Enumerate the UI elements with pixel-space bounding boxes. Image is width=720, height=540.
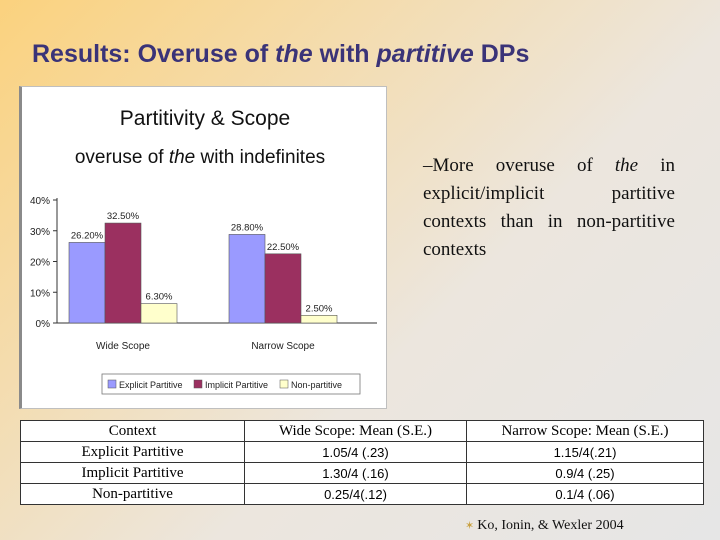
y-tick-label: 40% <box>30 196 50 207</box>
y-tick-label: 20% <box>30 258 50 269</box>
row-context: Explicit Partitive <box>20 441 245 463</box>
table-row: Implicit Partitive 1.30/4 (.16) 0.9/4 (.… <box>20 462 704 484</box>
title-prefix: Results: Overuse of <box>32 40 276 68</box>
title-mid: with <box>312 40 377 68</box>
chart-panel: Partitivity & Scope overuse of the with … <box>19 86 387 409</box>
chart-title-line2-post: with indefinites <box>195 147 325 168</box>
bar-value-label: 26.20% <box>71 230 104 241</box>
row-wide-value: 1.05/4 (.23) <box>244 441 467 463</box>
chart-title-line2-pre: overuse of <box>75 147 169 168</box>
bar-value-label: 2.50% <box>306 303 333 314</box>
legend-label: Non-partitive <box>291 380 342 390</box>
bar-value-label: 32.50% <box>107 211 140 222</box>
bullet-the: the <box>614 155 639 176</box>
bar-value-label: 6.30% <box>146 292 173 303</box>
star-bullet-icon: ✶ <box>465 520 475 532</box>
chart-legend <box>101 373 361 395</box>
chart-title-line2: overuse of the with indefinites <box>75 147 325 168</box>
bar <box>140 303 178 324</box>
table-header-row: Context Wide Scope: Mean (S.E.) Narrow S… <box>20 420 704 442</box>
legend-label: Implicit Partitive <box>205 380 268 390</box>
bullet-prefix: –More overuse of <box>423 155 615 176</box>
bullet-suffix: in explicit/implicit partitive contexts … <box>423 155 675 260</box>
header-context: Context <box>20 420 245 442</box>
bar <box>300 315 338 324</box>
table-row: Explicit Partitive 1.05/4 (.23) 1.15/4(.… <box>20 441 704 463</box>
row-narrow-value: 0.1/4 (.06) <box>466 483 704 505</box>
row-narrow-value: 0.9/4 (.25) <box>466 462 704 484</box>
title-partitive: partitive <box>376 40 474 68</box>
y-tick-label: 30% <box>30 227 50 238</box>
y-tick-label: 10% <box>30 288 50 299</box>
results-table: Context Wide Scope: Mean (S.E.) Narrow S… <box>20 420 704 505</box>
bar <box>104 222 142 324</box>
chart-title-line2-the: the <box>169 147 195 168</box>
bar-value-label: 22.50% <box>267 242 300 253</box>
chart-title-line1: Partitivity & Scope <box>120 107 290 130</box>
legend-swatch <box>193 379 203 389</box>
bullet-text: –More overuse of the in explicit/implici… <box>423 152 675 264</box>
legend-swatch <box>279 379 289 389</box>
x-category-label: Wide Scope <box>96 341 150 352</box>
x-category-label: Narrow Scope <box>251 341 315 352</box>
title-suffix: DPs <box>473 40 530 68</box>
y-tick-label: 0% <box>36 319 51 330</box>
row-context: Implicit Partitive <box>20 462 245 484</box>
header-wide-scope: Wide Scope: Mean (S.E.) <box>244 420 467 442</box>
row-context: Non-partitive <box>20 483 245 505</box>
slide-title: Results: Overuse of the with partitive D… <box>32 40 529 69</box>
row-wide-value: 0.25/4(.12) <box>244 483 467 505</box>
legend-label: Explicit Partitive <box>119 380 183 390</box>
title-the: the <box>275 40 313 68</box>
bar <box>68 242 106 324</box>
bar <box>228 234 266 324</box>
legend-swatch <box>107 379 117 389</box>
table-row: Non-partitive 0.25/4(.12) 0.1/4 (.06) <box>20 483 704 505</box>
bar <box>264 253 302 324</box>
row-wide-value: 1.30/4 (.16) <box>244 462 467 484</box>
bar-value-label: 28.80% <box>231 222 264 233</box>
bar-chart: Partitivity & Scope overuse of the with … <box>30 107 377 395</box>
citation-text: Ko, Ionin, & Wexler 2004 <box>477 518 624 533</box>
row-narrow-value: 1.15/4(.21) <box>466 441 704 463</box>
header-narrow-scope: Narrow Scope: Mean (S.E.) <box>466 420 704 442</box>
citation: ✶ Ko, Ionin, & Wexler 2004 <box>465 518 624 534</box>
